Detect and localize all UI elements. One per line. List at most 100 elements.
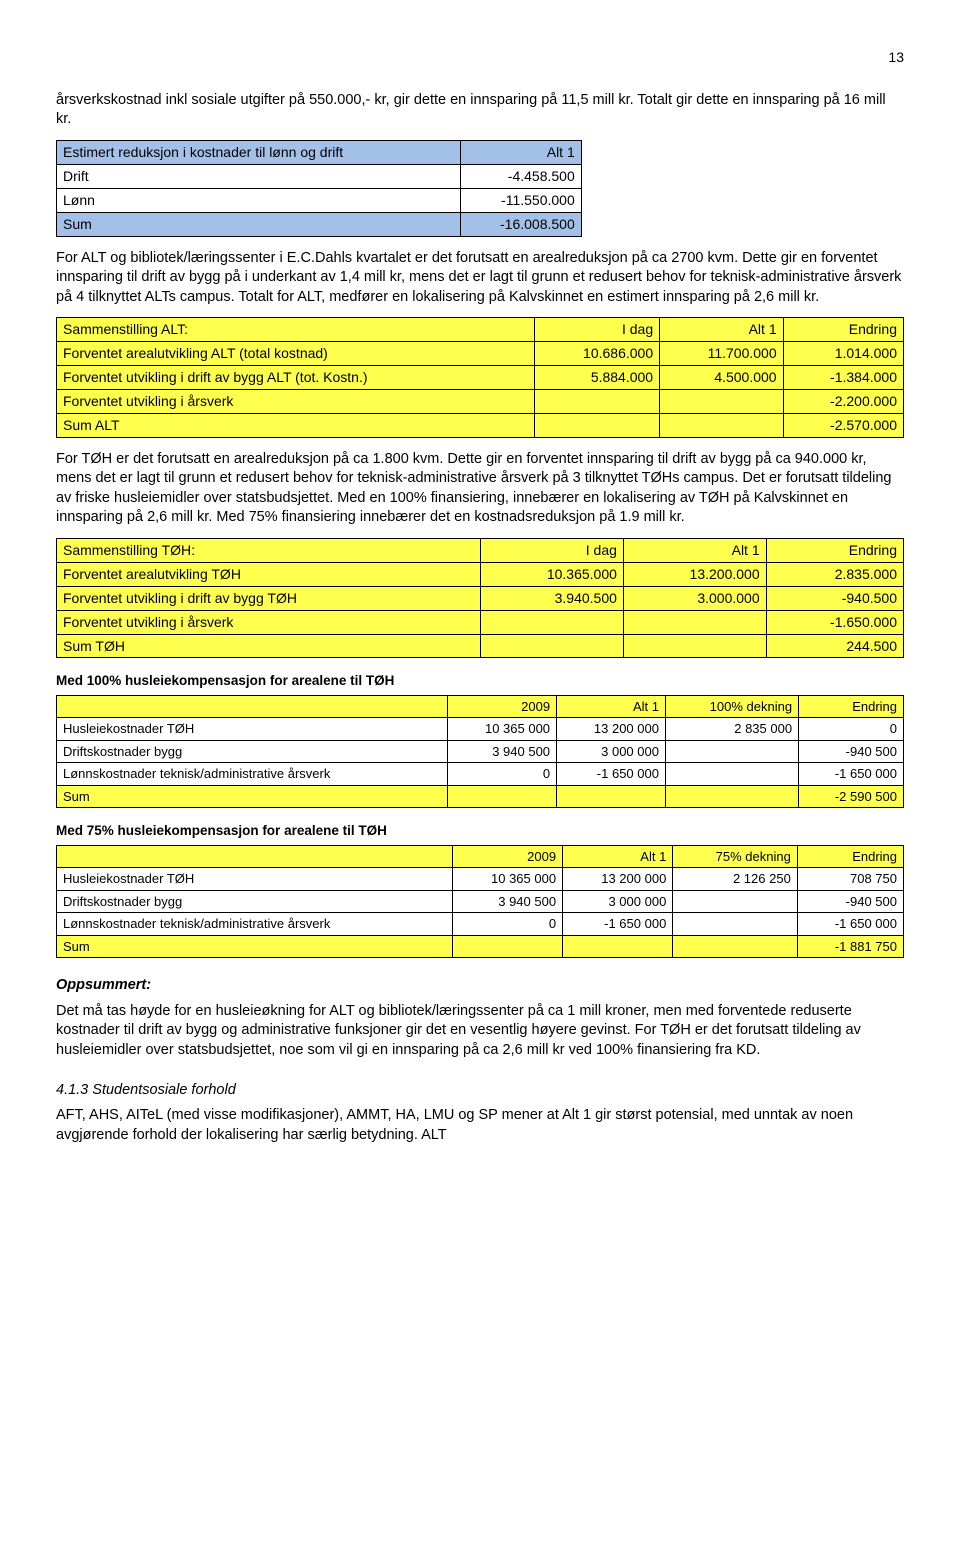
t1-sum0: Sum bbox=[57, 212, 461, 236]
t5-h1: 2009 bbox=[452, 845, 562, 868]
t5-sum0: Sum bbox=[57, 935, 453, 958]
t5-sum1 bbox=[452, 935, 562, 958]
t2-r0c0: Forventet arealutvikling ALT (total kost… bbox=[57, 342, 535, 366]
t2-r2c3: -2.200.000 bbox=[783, 389, 903, 413]
t3-r1c0: Forventet utvikling i drift av bygg TØH bbox=[57, 586, 481, 610]
last-paragraph: AFT, AHS, AITeL (med visse modifikasjone… bbox=[56, 1106, 904, 1145]
t2-h2: Alt 1 bbox=[660, 318, 784, 342]
t1-r1c0: Lønn bbox=[57, 188, 461, 212]
t4-r0c4: 0 bbox=[799, 718, 904, 741]
t4-h4: Endring bbox=[799, 695, 904, 718]
t4-sum0: Sum bbox=[57, 785, 448, 808]
t4-sum1 bbox=[448, 785, 557, 808]
t3-r1c2: 3.000.000 bbox=[623, 586, 766, 610]
oppsummert-text: Det må tas høyde for en husleieøkning fo… bbox=[56, 1002, 904, 1061]
t1-r0c0: Drift bbox=[57, 164, 461, 188]
t5-r2c4: -1 650 000 bbox=[797, 913, 903, 936]
t4-sum2 bbox=[557, 785, 666, 808]
t3-r2c1 bbox=[481, 610, 624, 634]
t2-r1c3: -1.384.000 bbox=[783, 366, 903, 390]
t5-sum2 bbox=[563, 935, 673, 958]
t5-r0c3: 2 126 250 bbox=[673, 868, 798, 891]
t4-h3: 100% dekning bbox=[665, 695, 798, 718]
t5-r0c1: 10 365 000 bbox=[452, 868, 562, 891]
t3-sum3: 244.500 bbox=[766, 634, 903, 658]
t3-r0c2: 13.200.000 bbox=[623, 562, 766, 586]
t3-sum0: Sum TØH bbox=[57, 634, 481, 658]
t1-sum1: -16.008.500 bbox=[460, 212, 581, 236]
t4-r2c2: -1 650 000 bbox=[557, 763, 666, 786]
table-100pct: 2009 Alt 1 100% dekning Endring Husleiek… bbox=[56, 695, 904, 809]
t2-r2c2 bbox=[660, 389, 784, 413]
t3-r0c1: 10.365.000 bbox=[481, 562, 624, 586]
t2-r0c1: 10.686.000 bbox=[535, 342, 660, 366]
t3-r2c3: -1.650.000 bbox=[766, 610, 903, 634]
t1-r1c1: -11.550.000 bbox=[460, 188, 581, 212]
t4-r0c3: 2 835 000 bbox=[665, 718, 798, 741]
t2-sum3: -2.570.000 bbox=[783, 413, 903, 437]
t2-r1c2: 4.500.000 bbox=[660, 366, 784, 390]
t3-h1: I dag bbox=[481, 538, 624, 562]
t3-h2: Alt 1 bbox=[623, 538, 766, 562]
t2-h1: I dag bbox=[535, 318, 660, 342]
t2-r1c0: Forventet utvikling i drift av bygg ALT … bbox=[57, 366, 535, 390]
t5-r2c0: Lønnskostnader teknisk/administrative år… bbox=[57, 913, 453, 936]
t5-r1c0: Driftskostnader bygg bbox=[57, 890, 453, 913]
t3-h0: Sammenstilling TØH: bbox=[57, 538, 481, 562]
para-toh: For TØH er det forutsatt en arealreduksj… bbox=[56, 450, 904, 528]
t5-r1c4: -940 500 bbox=[797, 890, 903, 913]
t5-h2: Alt 1 bbox=[563, 845, 673, 868]
t4-r1c4: -940 500 bbox=[799, 740, 904, 763]
t5-r2c1: 0 bbox=[452, 913, 562, 936]
t2-sum1 bbox=[535, 413, 660, 437]
intro-paragraph: årsverkskostnad inkl sosiale utgifter på… bbox=[56, 91, 904, 130]
t2-sum0: Sum ALT bbox=[57, 413, 535, 437]
t5-h0 bbox=[57, 845, 453, 868]
t1-h1: Alt 1 bbox=[460, 141, 581, 165]
t4-h0 bbox=[57, 695, 448, 718]
t2-r0c2: 11.700.000 bbox=[660, 342, 784, 366]
t2-r2c1 bbox=[535, 389, 660, 413]
table-sammenstilling-alt: Sammenstilling ALT: I dag Alt 1 Endring … bbox=[56, 317, 904, 437]
t3-r2c0: Forventet utvikling i årsverk bbox=[57, 610, 481, 634]
t4-h1: 2009 bbox=[448, 695, 557, 718]
t4-r1c2: 3 000 000 bbox=[557, 740, 666, 763]
t4-r1c1: 3 940 500 bbox=[448, 740, 557, 763]
t3-r0c3: 2.835.000 bbox=[766, 562, 903, 586]
t3-r1c1: 3.940.500 bbox=[481, 586, 624, 610]
t1-r0c1: -4.458.500 bbox=[460, 164, 581, 188]
t3-sum1 bbox=[481, 634, 624, 658]
t4-r0c1: 10 365 000 bbox=[448, 718, 557, 741]
t4-r2c3 bbox=[665, 763, 798, 786]
t4-sum3 bbox=[665, 785, 798, 808]
t3-r0c0: Forventet arealutvikling TØH bbox=[57, 562, 481, 586]
t4-r2c4: -1 650 000 bbox=[799, 763, 904, 786]
table5-title: Med 75% husleiekompensasjon for arealene… bbox=[56, 822, 904, 840]
t3-r2c2 bbox=[623, 610, 766, 634]
para-alt: For ALT og bibliotek/læringssenter i E.C… bbox=[56, 249, 904, 308]
table-75pct: 2009 Alt 1 75% dekning Endring Husleieko… bbox=[56, 845, 904, 959]
t4-r0c2: 13 200 000 bbox=[557, 718, 666, 741]
t2-h3: Endring bbox=[783, 318, 903, 342]
t3-sum2 bbox=[623, 634, 766, 658]
page-number: 13 bbox=[56, 48, 904, 67]
t4-h2: Alt 1 bbox=[557, 695, 666, 718]
t4-r1c3 bbox=[665, 740, 798, 763]
t5-r1c1: 3 940 500 bbox=[452, 890, 562, 913]
t3-h3: Endring bbox=[766, 538, 903, 562]
t5-r2c2: -1 650 000 bbox=[563, 913, 673, 936]
t5-h4: Endring bbox=[797, 845, 903, 868]
t4-sum4: -2 590 500 bbox=[799, 785, 904, 808]
t5-r0c4: 708 750 bbox=[797, 868, 903, 891]
t2-r0c3: 1.014.000 bbox=[783, 342, 903, 366]
t4-r2c0: Lønnskostnader teknisk/administrative år… bbox=[57, 763, 448, 786]
t5-r0c0: Husleiekostnader TØH bbox=[57, 868, 453, 891]
t5-sum3 bbox=[673, 935, 798, 958]
t2-sum2 bbox=[660, 413, 784, 437]
t3-r1c3: -940.500 bbox=[766, 586, 903, 610]
t5-r1c2: 3 000 000 bbox=[563, 890, 673, 913]
t2-r1c1: 5.884.000 bbox=[535, 366, 660, 390]
t1-h0: Estimert reduksjon i kostnader til lønn … bbox=[57, 141, 461, 165]
t5-sum4: -1 881 750 bbox=[797, 935, 903, 958]
table-sammenstilling-toh: Sammenstilling TØH: I dag Alt 1 Endring … bbox=[56, 538, 904, 658]
